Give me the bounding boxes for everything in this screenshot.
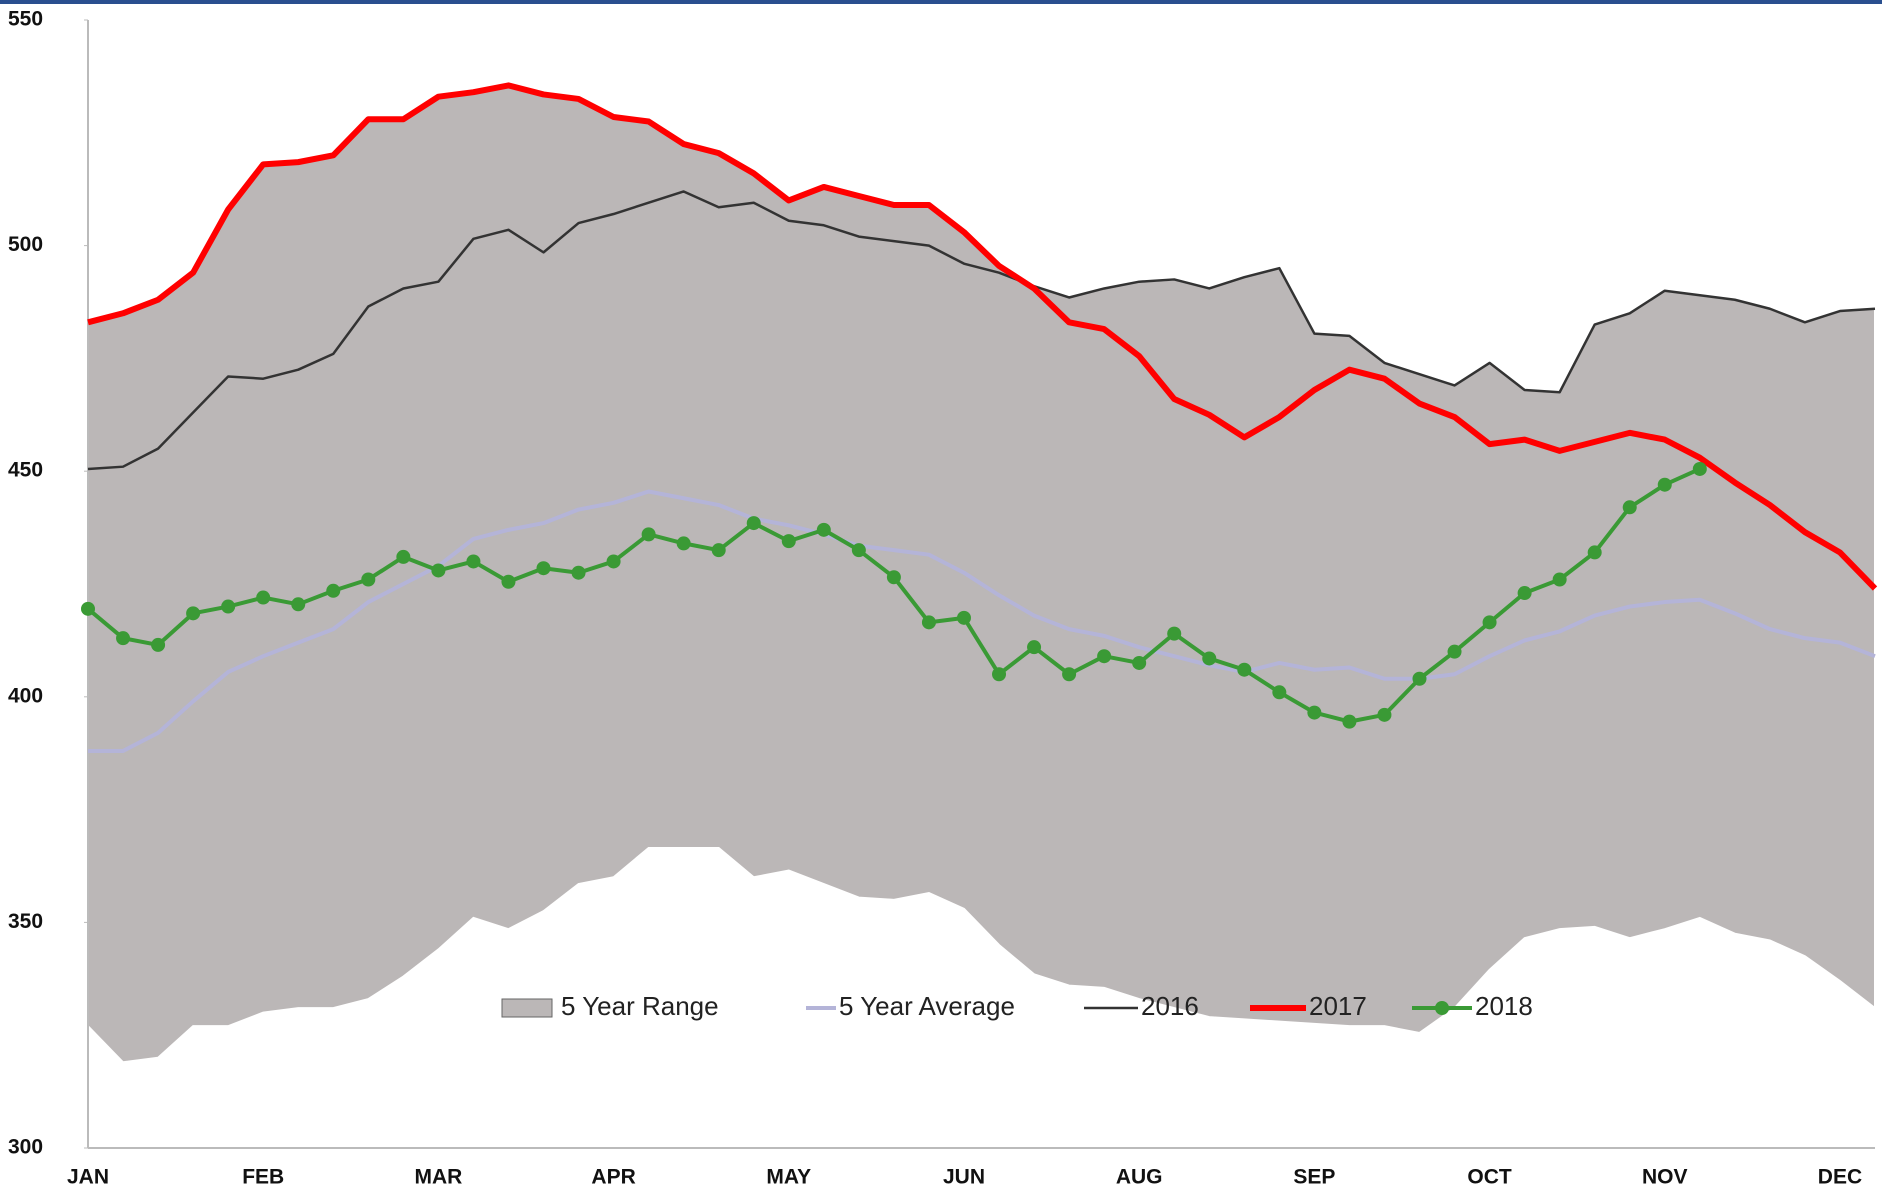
legend-swatch (501, 998, 553, 1018)
x-tick-label: MAY (766, 1166, 811, 1189)
series-point (921, 615, 936, 630)
series-point (1237, 662, 1252, 677)
series-point (1657, 477, 1672, 492)
series-point (746, 516, 761, 531)
series-point (186, 606, 201, 621)
series-point (956, 610, 971, 625)
x-tick-label: MAR (414, 1166, 462, 1189)
x-tick-label: APR (591, 1166, 635, 1189)
series-point (992, 667, 1007, 682)
series-point (1377, 707, 1392, 722)
legend-label: 2017 (1309, 991, 1367, 1021)
series-point (1412, 671, 1427, 686)
legend-label: 5 Year Range (561, 991, 719, 1021)
series-point (641, 527, 656, 542)
series-point (1342, 714, 1357, 729)
series-point (851, 543, 866, 558)
x-tick-label: NOV (1642, 1166, 1688, 1189)
series-point (326, 583, 341, 598)
series-point (1097, 649, 1112, 664)
x-tick-label: JUN (943, 1166, 985, 1189)
series-point (1062, 667, 1077, 682)
series-point (816, 522, 831, 537)
series-point (1447, 644, 1462, 659)
series-point (1552, 572, 1567, 587)
series-point (1622, 500, 1637, 515)
series-point (571, 565, 586, 580)
series-point (1482, 615, 1497, 630)
x-tick-label: OCT (1467, 1166, 1512, 1189)
series-point (781, 534, 796, 549)
x-tick-label: JAN (67, 1166, 109, 1189)
series-point (1517, 586, 1532, 601)
legend-label: 5 Year Average (839, 991, 1015, 1021)
legend-swatch (1435, 1001, 1449, 1015)
series-point (81, 601, 95, 616)
legend-label: 2018 (1475, 991, 1533, 1021)
y-tick-label: 350 (8, 910, 43, 933)
series-point (501, 574, 516, 589)
x-tick-label: DEC (1818, 1166, 1862, 1189)
series-line (88, 489, 1876, 753)
y-tick-label: 500 (8, 233, 43, 256)
x-tick-label: SEP (1293, 1166, 1335, 1189)
series-line (87, 190, 1876, 471)
series-point (466, 554, 481, 569)
series-point (291, 597, 306, 612)
series-point (1272, 685, 1287, 700)
series-point (151, 637, 166, 652)
range-area (87, 84, 1876, 1064)
series-point (1307, 705, 1322, 720)
series-point (676, 536, 691, 551)
series-point (1167, 626, 1182, 641)
series-point (606, 554, 621, 569)
legend-label: 2016 (1141, 991, 1199, 1021)
series-point (1132, 655, 1147, 670)
series-point (1587, 545, 1602, 560)
series-point (886, 570, 901, 585)
legend: 5 Year Range 5 Year Average 2016 2017 2018 (501, 991, 1533, 1021)
y-tick-label: 400 (8, 684, 43, 707)
x-tick-label: FEB (242, 1166, 284, 1189)
series-line (87, 82, 1878, 591)
series-point (536, 561, 551, 576)
series-point (1692, 461, 1707, 476)
series-point (361, 572, 376, 587)
series-point (116, 631, 131, 646)
series-point (1202, 651, 1217, 666)
series-point (711, 543, 726, 558)
series-point (221, 599, 236, 614)
series-point (431, 563, 446, 578)
top-border (0, 0, 1882, 4)
y-tick-label: 450 (8, 459, 43, 482)
series-point (1027, 640, 1042, 655)
series-point (256, 590, 271, 605)
y-tick-label: 300 (8, 1136, 43, 1159)
series-point (396, 549, 411, 564)
y-tick-label: 550 (8, 8, 43, 31)
x-tick-label: AUG (1116, 1166, 1163, 1189)
